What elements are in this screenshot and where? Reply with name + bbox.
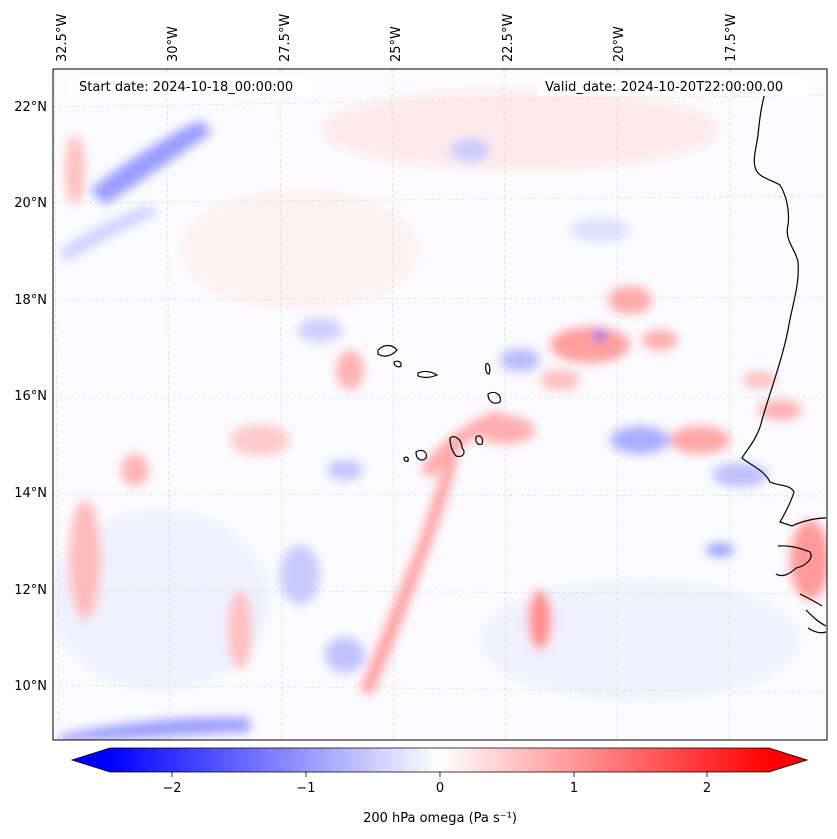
start-date-label: Start date: 2024-10-18_00:00:00	[79, 80, 293, 95]
santo-antao-island	[377, 344, 398, 357]
longitude-labels: 32.5°W 30°W 27.5°W 25°W 22.5°W 20°W 17.5…	[55, 14, 739, 62]
latitude-labels: 22°N 20°N 18°N 16°N 14°N 12°N 10°N	[14, 100, 47, 694]
fogo-island	[415, 449, 427, 461]
maio-island	[475, 435, 484, 446]
lon-label-25w: 25°W	[389, 26, 404, 62]
lat-label-22n: 22°N	[14, 100, 47, 115]
sal-island	[485, 363, 491, 375]
colorbar-extend-low	[72, 748, 110, 772]
colorbar: −2 −1 0 1 2 200 hPa omega (Pa s⁻¹)	[70, 747, 809, 826]
colorbar-gradient	[110, 748, 769, 772]
sao-vicente-island	[393, 360, 402, 368]
africa-coastline-guinea	[799, 593, 827, 634]
colorbar-tick-1: 1	[570, 781, 578, 796]
lat-label-10n: 10°N	[14, 679, 47, 694]
brava-island	[403, 456, 409, 462]
colorbar-tick-neg2: −2	[162, 781, 181, 796]
start-date-box	[69, 76, 314, 96]
coastline	[377, 83, 827, 634]
lat-label-12n: 12°N	[14, 583, 47, 598]
map-frame	[52, 68, 828, 741]
lat-label-20n: 20°N	[14, 196, 47, 211]
lon-label-30w: 30°W	[166, 26, 181, 62]
colorbar-tick-0: 0	[436, 781, 444, 796]
map-panel: Start date: 2024-10-18_00:00:00 Valid_da…	[52, 68, 828, 741]
lon-label-20w: 20°W	[612, 26, 627, 62]
cape-verde-islands	[377, 344, 501, 462]
africa-coastline	[741, 83, 827, 527]
colorbar-tick-neg1: −1	[296, 781, 315, 796]
valid-date-box	[537, 76, 809, 96]
lat-label-18n: 18°N	[14, 293, 47, 308]
gridlines	[53, 69, 827, 740]
lon-label-32-5w: 32.5°W	[55, 14, 70, 62]
lon-label-17-5w: 17.5°W	[724, 14, 739, 62]
lat-label-16n: 16°N	[14, 389, 47, 404]
lon-label-27-5w: 27.5°W	[278, 14, 293, 62]
valid-date-label: Valid_date: 2024-10-20T22:00:00.00	[545, 80, 783, 95]
africa-coastline-gambia	[775, 545, 812, 577]
colorbar-tick-2: 2	[703, 781, 711, 796]
lat-label-14n: 14°N	[14, 486, 47, 501]
colorbar-outline	[70, 747, 809, 773]
colorbar-extend-high	[769, 748, 807, 772]
sao-nicolau-island	[417, 370, 439, 378]
santiago-island	[449, 436, 465, 457]
lon-label-22-5w: 22.5°W	[501, 14, 516, 62]
colorbar-ticks	[171, 772, 708, 777]
omega-field	[53, 90, 827, 740]
boa-vista-island	[487, 391, 501, 404]
colorbar-label: 200 hPa omega (Pa s⁻¹)	[363, 811, 517, 826]
